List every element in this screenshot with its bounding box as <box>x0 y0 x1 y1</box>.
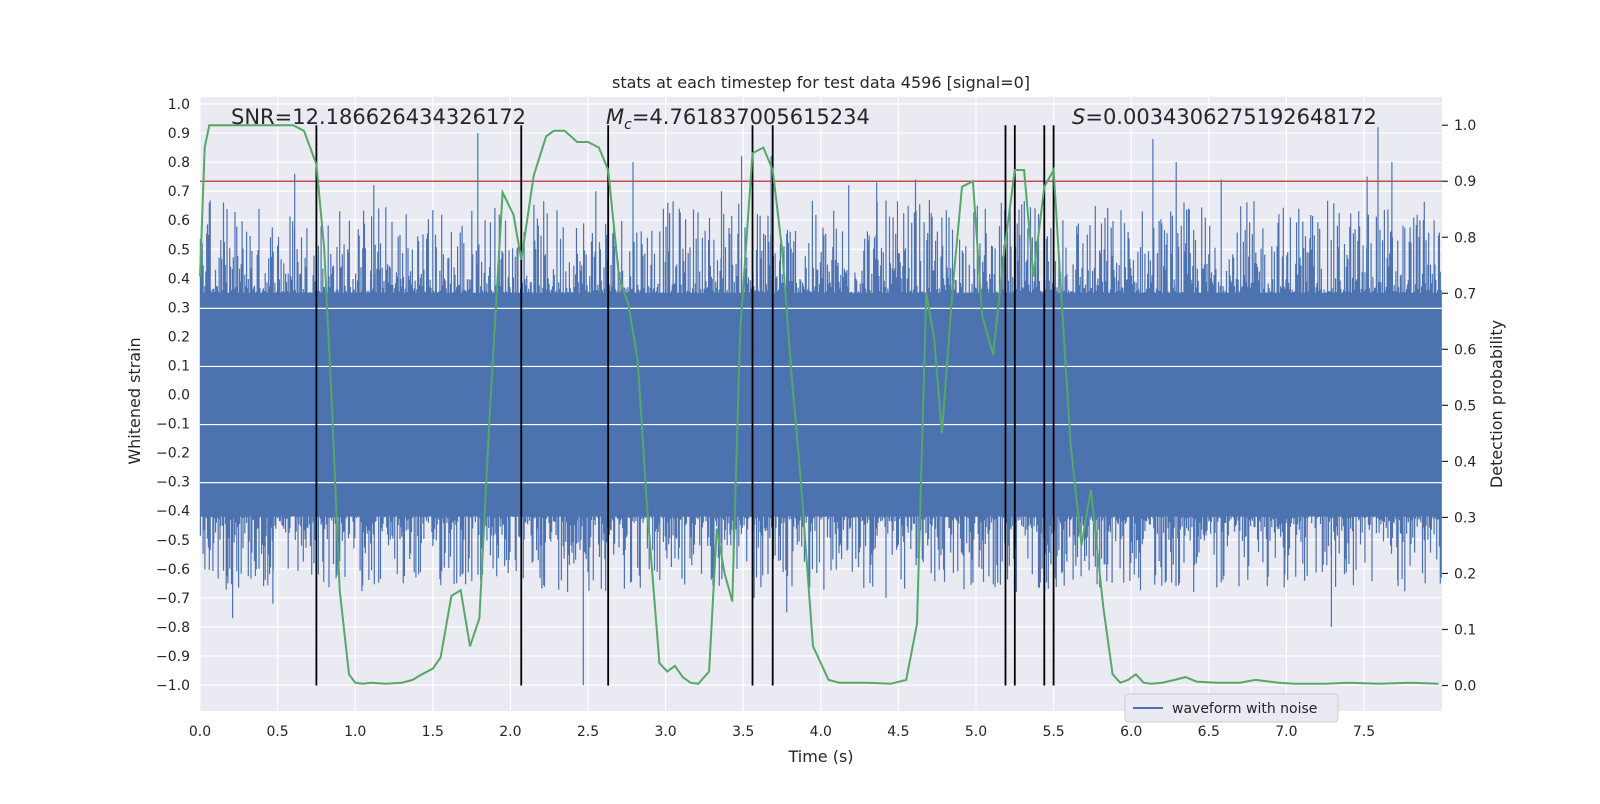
x-tick-label: 6.0 <box>1120 724 1142 740</box>
grid-overlay <box>200 307 1442 484</box>
detection-probability-line <box>199 124 1439 685</box>
y2-axis-ticks: 1.0 0.9 0.8 0.7 0.6 0.5 0.4 0.3 0.2 0.1 0.0 <box>1442 118 1476 695</box>
y-tick-label: −1.0 <box>156 678 190 694</box>
chirp-mass-symbol: M <box>606 105 624 129</box>
y-axis-label: Whitened strain <box>125 337 144 464</box>
y2-tick-label: 0.0 <box>1454 679 1476 695</box>
y-axis-ticks: 1.0 0.9 0.8 0.7 0.6 0.5 0.4 0.3 0.2 0.1 0.0 −0.1 −0.… <box>156 97 190 694</box>
x-tick-label: 1.5 <box>422 724 444 740</box>
y-tick-label: −0.8 <box>156 620 190 636</box>
y2-tick-label: 0.8 <box>1454 230 1476 246</box>
snr-annotation: SNR=12.186626434326172 <box>231 105 526 129</box>
y-tick-label: 0.8 <box>168 155 190 171</box>
x-tick-label: 2.5 <box>577 724 599 740</box>
y-tick-label: 0.5 <box>168 242 190 258</box>
y2-tick-label: 0.6 <box>1454 342 1476 358</box>
y-tick-label: −0.2 <box>156 446 190 462</box>
x-axis-ticks: 0.0 0.5 1.0 1.5 2.0 2.5 3.0 3.5 4.0 4.5 5.0 5.5 6.0 6… <box>189 724 1375 740</box>
y-tick-label: 0.0 <box>168 388 190 404</box>
y-tick-label: 0.4 <box>168 271 190 287</box>
s-symbol: S <box>1072 105 1085 129</box>
x-tick-label: 3.0 <box>654 724 676 740</box>
x-tick-label: 1.0 <box>344 724 366 740</box>
y-tick-label: −0.1 <box>156 417 190 433</box>
y2-tick-label: 0.1 <box>1454 622 1476 638</box>
x-tick-label: 5.0 <box>965 724 987 740</box>
y2-tick-label: 0.2 <box>1454 566 1476 582</box>
x-tick-label: 3.5 <box>732 724 754 740</box>
y-tick-label: −0.9 <box>156 649 190 665</box>
y-tick-label: 0.7 <box>168 184 190 200</box>
waveform-trace <box>199 127 1442 685</box>
y-tick-label: 0.3 <box>168 300 190 316</box>
y-tick-label: 0.2 <box>168 329 190 345</box>
x-tick-label: 4.0 <box>810 724 832 740</box>
y-tick-label: −0.7 <box>156 591 190 607</box>
legend: waveform with noise <box>1124 693 1339 723</box>
y-tick-label: −0.3 <box>156 475 190 491</box>
y-tick-label: −0.6 <box>156 562 190 578</box>
y-tick-label: 0.6 <box>168 213 190 229</box>
x-tick-label: 0.5 <box>266 724 288 740</box>
y2-tick-label: 0.9 <box>1454 174 1476 190</box>
x-tick-label: 6.5 <box>1198 724 1220 740</box>
y-tick-label: 0.1 <box>168 358 190 374</box>
x-axis-label: Time (s) <box>787 747 853 766</box>
y2-tick-label: 0.4 <box>1454 454 1476 470</box>
s-value: =0.0034306275192648172 <box>1085 105 1377 129</box>
chirp-mass-annotation: Mc=4.761837005615234 <box>606 105 870 133</box>
x-tick-label: 2.0 <box>499 724 521 740</box>
y2-tick-label: 0.5 <box>1454 398 1476 414</box>
y-tick-label: −0.5 <box>156 533 190 549</box>
x-tick-label: 7.0 <box>1275 724 1297 740</box>
y2-tick-label: 1.0 <box>1454 118 1476 134</box>
y-tick-label: −0.4 <box>156 504 190 520</box>
y2-axis-label: Detection probability <box>1487 320 1506 488</box>
x-tick-label: 0.0 <box>189 724 211 740</box>
s-annotation: S=0.0034306275192648172 <box>1072 105 1377 129</box>
y-tick-label: 0.9 <box>168 126 190 142</box>
x-tick-label: 5.5 <box>1042 724 1064 740</box>
y-tick-label: 1.0 <box>168 97 190 113</box>
x-tick-label: 4.5 <box>887 724 909 740</box>
legend-box <box>1124 693 1339 723</box>
event-lines <box>315 125 1055 686</box>
waveform-with-noise-series <box>199 127 1442 685</box>
chart-title: stats at each timestep for test data 459… <box>612 73 1030 92</box>
x-tick-label: 7.5 <box>1353 724 1375 740</box>
chirp-mass-subscript: c <box>624 117 632 133</box>
legend-label: waveform with noise <box>1172 701 1317 717</box>
y2-tick-label: 0.3 <box>1454 510 1476 526</box>
chirp-mass-value: =4.761837005615234 <box>632 105 870 129</box>
y2-tick-label: 0.7 <box>1454 286 1476 302</box>
